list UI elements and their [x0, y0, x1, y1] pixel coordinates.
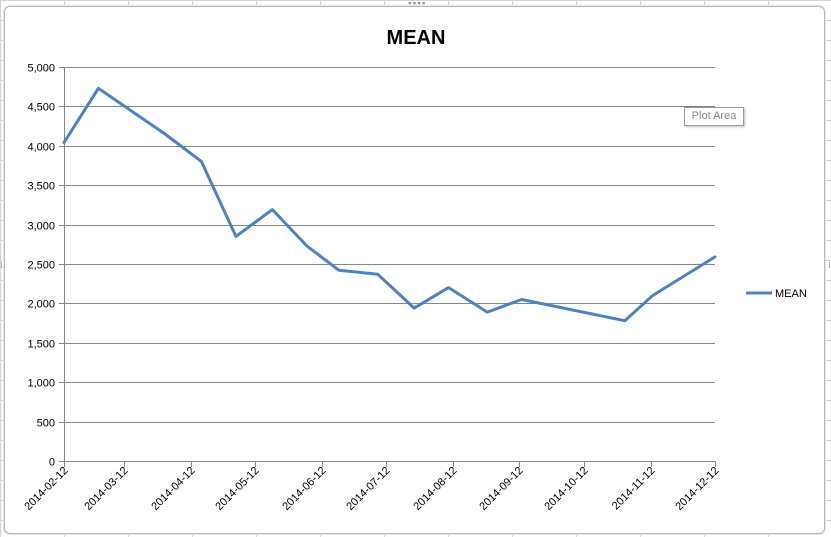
data-point[interactable] [269, 207, 275, 213]
data-point[interactable] [622, 318, 628, 324]
x-tick-label: 2014-03-12 [82, 465, 130, 513]
data-point[interactable] [304, 243, 310, 249]
gridlines [64, 67, 715, 423]
y-tick-label: 5,000 [27, 63, 55, 75]
y-tick-label: 0 [49, 457, 55, 469]
data-point[interactable] [650, 293, 656, 299]
y-tick-label: 2,500 [27, 260, 55, 272]
x-tick-label: 2014-05-12 [213, 465, 261, 513]
y-tick-label: 3,500 [27, 181, 55, 193]
data-point[interactable] [375, 271, 381, 277]
data-point[interactable] [411, 305, 417, 311]
x-tick-label: 2014-04-12 [149, 465, 197, 513]
y-tick-label: 1,500 [27, 339, 55, 351]
data-point[interactable] [199, 159, 205, 165]
series-line-mean[interactable] [62, 86, 717, 323]
data-point[interactable] [61, 140, 67, 146]
chart-resize-handle-top[interactable]: ∙∙∙∙ [407, 0, 427, 9]
x-tick-label: 2014-02-12 [22, 465, 70, 513]
chart-resize-handle-right[interactable]: ⁞ [828, 261, 831, 271]
plot-area-tooltip: Plot Area [684, 107, 744, 126]
legend-label-mean: MEAN [775, 288, 807, 300]
legend[interactable]: MEAN [746, 288, 807, 300]
data-point[interactable] [484, 309, 490, 315]
x-tick-label: 2014-08-12 [411, 465, 459, 513]
x-axis-tick-labels: 2014-02-12 2014-03-12 2014-04-12 2014-05-12… [22, 465, 721, 513]
y-tick-label: 2,000 [27, 299, 55, 311]
chart-object[interactable] [4, 6, 825, 534]
y-tick-label: 500 [37, 418, 55, 430]
chart-resize-handle-left[interactable]: ⁞ [0, 261, 3, 271]
x-tick-label: 2014-06-12 [280, 465, 328, 513]
axes [59, 67, 716, 467]
series-mean[interactable] [61, 85, 718, 323]
x-tick-label: 2014-09-12 [477, 465, 525, 513]
data-point[interactable] [446, 285, 452, 291]
data-point[interactable] [162, 131, 168, 137]
y-tick-label: 4,000 [27, 142, 55, 154]
x-tick-label: 2014-07-12 [344, 465, 392, 513]
y-tick-label: 1,000 [27, 378, 55, 390]
data-point[interactable] [519, 296, 525, 302]
x-tick-label: 2014-10-12 [542, 465, 590, 513]
x-tick-label: 2014-12-12 [673, 465, 721, 513]
data-point[interactable] [336, 267, 342, 273]
y-axis-tick-labels: 0 500 1,000 1,500 2,000 2,500 3,000 3,500 4,000 4… [27, 63, 55, 469]
data-point[interactable] [95, 85, 101, 91]
x-tick-label: 2014-11-12 [610, 465, 658, 513]
data-point[interactable] [233, 233, 239, 239]
data-point[interactable] [712, 254, 718, 260]
y-tick-label: 4,500 [27, 102, 55, 114]
chart-title[interactable]: MEAN [387, 27, 446, 49]
y-tick-label: 3,000 [27, 221, 55, 233]
